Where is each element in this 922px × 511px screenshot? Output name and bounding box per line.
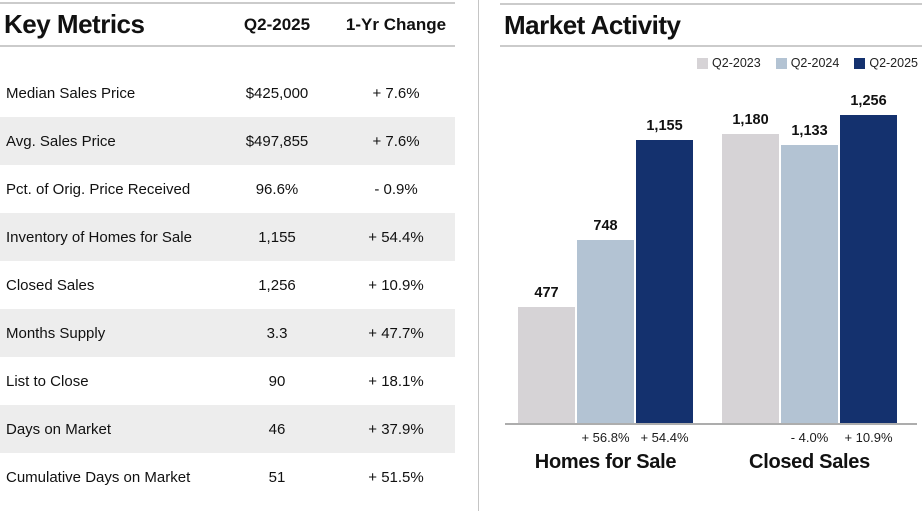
bar-q2-2023 <box>518 307 575 425</box>
metric-value: 96.6% <box>255 180 299 198</box>
pct-change-label: - 4.0% <box>790 430 829 445</box>
market-activity-header: Market Activity <box>500 3 922 47</box>
category-label: Closed Sales <box>749 451 870 473</box>
bar-wrap: 1,180 <box>722 112 779 425</box>
metric-label: Months Supply <box>6 324 106 342</box>
table-row: Closed Sales 1,256 + 10.9% <box>0 261 455 309</box>
metric-change: + 18.1% <box>368 372 424 390</box>
chart-area: 477 748 1,155 1,180 1,133 1,256 <box>500 70 922 425</box>
metric-change: + 7.6% <box>372 84 420 102</box>
key-metrics-title: Key Metrics <box>4 9 145 39</box>
legend-item: Q2-2024 <box>775 56 840 70</box>
metric-value: 1,256 <box>258 276 296 294</box>
table-row: Pct. of Orig. Price Received 96.6% - 0.9% <box>0 165 455 213</box>
metric-change: - 0.9% <box>374 180 418 198</box>
metric-label: Avg. Sales Price <box>6 132 116 150</box>
bar-wrap: 1,133 <box>781 123 838 425</box>
bar-wrap: 1,155 <box>636 118 693 425</box>
panel-divider <box>478 0 479 511</box>
table-row: Cumulative Days on Market 51 + 51.5% <box>0 453 455 501</box>
table-row: Inventory of Homes for Sale 1,155 + 54.4% <box>0 213 455 261</box>
bar-value-label: 477 <box>534 285 559 301</box>
metric-value: 90 <box>268 372 286 390</box>
bar-value-label: 1,180 <box>732 112 769 128</box>
key-metrics-header: Key Metrics Q2-2025 1-Yr Change <box>0 2 455 47</box>
metric-label: Cumulative Days on Market <box>6 468 191 486</box>
metric-change: + 47.7% <box>368 324 424 342</box>
legend-item: Q2-2023 <box>697 56 761 70</box>
pct-change-label: + 54.4% <box>640 430 689 445</box>
metric-value: 3.3 <box>266 324 288 342</box>
table-row: List to Close 90 + 18.1% <box>0 357 455 405</box>
legend-label: Q2-2023 <box>712 56 761 70</box>
metric-value: 51 <box>268 468 286 486</box>
bar-wrap: 477 <box>518 285 575 425</box>
bar-value-label: 1,133 <box>791 123 828 139</box>
bar-q2-2025 <box>840 115 897 425</box>
legend-swatch-icon <box>854 57 866 69</box>
legend-item: Q2-2025 <box>854 56 918 70</box>
metric-label: List to Close <box>6 372 89 390</box>
market-activity-title: Market Activity <box>504 9 681 40</box>
legend-swatch-icon <box>775 57 787 69</box>
metric-value: 1,155 <box>258 228 296 246</box>
bar-value-label: 1,155 <box>646 118 683 134</box>
table-row: Median Sales Price $425,000 + 7.6% <box>0 69 455 117</box>
below-group: + 56.8% + 54.4% Homes for Sale <box>518 430 693 474</box>
table-row: Months Supply 3.3 + 47.7% <box>0 309 455 357</box>
legend-label: Q2-2025 <box>869 56 918 70</box>
pct-label-row: + 56.8% + 54.4% <box>518 430 693 445</box>
bar-q2-2024 <box>577 240 634 425</box>
legend-swatch-icon <box>697 57 709 69</box>
pct-change-label <box>518 430 575 445</box>
key-metrics-table-body: Median Sales Price $425,000 + 7.6% Avg. Sal… <box>0 69 455 501</box>
metric-label: Closed Sales <box>6 276 95 294</box>
metric-label: Pct. of Orig. Price Received <box>6 180 191 198</box>
key-metrics-panel: Key Metrics Q2-2025 1-Yr Change Median S… <box>0 0 455 501</box>
column-header-quarter: Q2-2025 <box>243 14 311 34</box>
bar-value-label: 1,256 <box>850 93 887 109</box>
bar-q2-2025 <box>636 140 693 425</box>
bar-q2-2024 <box>781 145 838 425</box>
pct-change-label <box>722 430 779 445</box>
metric-change: + 7.6% <box>372 132 420 150</box>
bar-q2-2023 <box>722 134 779 425</box>
metric-label: Inventory of Homes for Sale <box>6 228 192 246</box>
table-row: Avg. Sales Price $497,855 + 7.6% <box>0 117 455 165</box>
below-group: - 4.0% + 10.9% Closed Sales <box>722 430 897 474</box>
x-axis-line <box>505 423 917 425</box>
metric-label: Days on Market <box>6 420 112 438</box>
bar-group: 1,180 1,133 1,256 <box>722 93 897 425</box>
bar-group: 477 748 1,155 <box>518 115 693 425</box>
pct-change-label: + 56.8% <box>581 430 630 445</box>
category-label: Homes for Sale <box>534 451 677 473</box>
metric-change: + 37.9% <box>368 420 424 438</box>
table-row: Days on Market 46 + 37.9% <box>0 405 455 453</box>
metric-change: + 10.9% <box>368 276 424 294</box>
metric-change: + 51.5% <box>368 468 424 486</box>
market-activity-panel: Market Activity Q2-2023 Q2-2024 Q2-2025 47… <box>500 0 922 474</box>
bar-wrap: 748 <box>577 218 634 425</box>
chart-below-axis: + 56.8% + 54.4% Homes for Sale - 4.0% + 10.9… <box>518 430 922 474</box>
chart-legend: Q2-2023 Q2-2024 Q2-2025 <box>500 56 922 70</box>
legend-label: Q2-2024 <box>790 56 840 70</box>
bar-wrap: 1,256 <box>840 93 897 425</box>
metric-label: Median Sales Price <box>6 84 136 102</box>
bar-value-label: 748 <box>593 218 618 234</box>
metric-value: $425,000 <box>245 84 309 102</box>
metric-value: $497,855 <box>245 132 309 150</box>
column-header-change: 1-Yr Change <box>345 14 447 34</box>
chart-bars: 477 748 1,155 1,180 1,133 1,256 <box>518 93 897 425</box>
pct-change-label: + 10.9% <box>844 430 893 445</box>
metric-change: + 54.4% <box>368 228 424 246</box>
metric-value: 46 <box>268 420 286 438</box>
pct-label-row: - 4.0% + 10.9% <box>722 430 897 445</box>
